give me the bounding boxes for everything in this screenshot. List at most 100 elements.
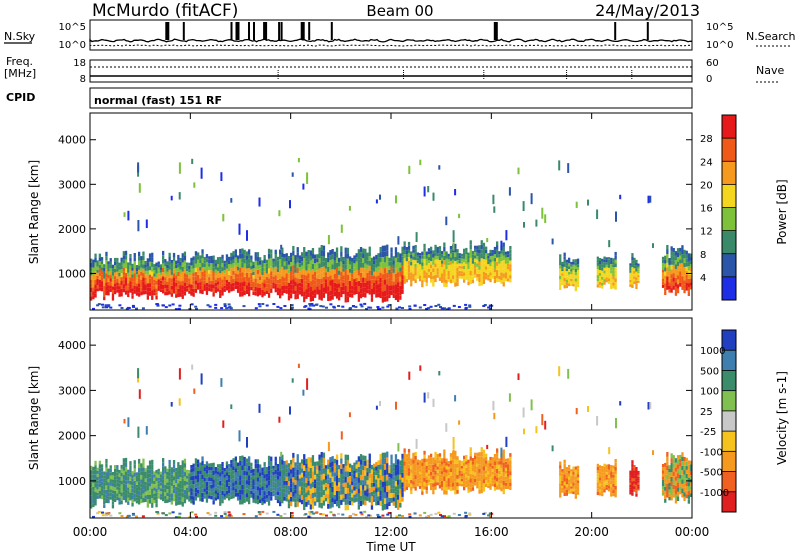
data-cell [397,485,399,490]
data-cell [662,480,664,483]
data-cell [103,268,105,272]
data-cell [215,497,217,500]
data-cell [377,258,379,262]
data-cell [412,464,414,468]
data-cell [138,252,140,256]
noise-left-tick-top: 10^5 [59,22,86,33]
data-cell [561,471,563,473]
data-cell [110,483,112,486]
data-cell [494,279,496,283]
data-cell [459,471,461,474]
data-cell [671,482,673,487]
data-cell [277,261,279,265]
data-cell [681,484,683,489]
data-cell [463,483,465,487]
data-cell [688,262,690,266]
data-cell [410,262,412,266]
data-cell [662,470,664,473]
data-cell [615,474,617,478]
near-range-cell [360,304,363,306]
data-cell [329,275,331,280]
data-cell [158,487,160,490]
data-cell [443,247,445,251]
data-cell [127,494,129,498]
data-cell [340,489,342,494]
data-cell [492,478,494,481]
data-cell [597,470,599,473]
data-cell [629,282,631,284]
data-cell [147,271,149,275]
data-cell [498,483,500,486]
data-cell [303,493,305,499]
data-cell [461,484,463,487]
data-cell [136,482,138,485]
data-cell [297,283,299,288]
data-cell [459,271,461,274]
data-cell [629,275,631,277]
data-cell [401,285,403,290]
data-cell [366,273,368,277]
data-cell [268,249,270,254]
data-cell [509,464,511,468]
data-cell [637,477,639,479]
data-cell [312,275,314,280]
data-cell [184,463,186,468]
data-cell [232,474,234,478]
data-cell [470,478,472,482]
data-cell [345,499,347,505]
data-cell [615,471,617,475]
data-cell [369,483,371,488]
data-cell [664,479,666,483]
data-cell [448,481,450,484]
data-cell [235,285,237,289]
data-cell [461,261,463,264]
data-cell [332,466,334,471]
data-cell [390,267,392,272]
data-cell [321,497,323,503]
data-cell [213,280,215,284]
data-cell [92,279,94,283]
data-cell [103,475,105,479]
data-cell [230,483,232,487]
data-cell [283,489,285,493]
data-cell [226,265,228,269]
data-cell [452,471,454,475]
data-cell [454,244,456,248]
data-cell [612,475,614,478]
near-range-cell [162,512,165,514]
data-cell [164,481,166,485]
data-cell [327,479,329,484]
data-cell [160,267,162,270]
data-cell [297,252,299,257]
data-cell [118,287,120,290]
data-cell [397,282,399,287]
data-cell [123,492,125,496]
data-cell [110,262,112,265]
data-cell [155,263,157,267]
data-cell [114,269,116,273]
data-cell [179,465,181,469]
data-cell [252,262,254,265]
data-cell [507,471,509,474]
data-cell [668,493,670,497]
data-cell [384,470,386,476]
data-cell [283,497,285,501]
data-cell [101,288,103,291]
data-cell [219,464,221,468]
data-cell [487,480,489,483]
data-cell [197,252,199,256]
data-cell [439,267,441,271]
data-cell [188,492,190,495]
data-cell [336,455,338,460]
data-cell [129,481,131,485]
data-cell [149,482,151,486]
data-cell [166,265,168,268]
data-cell [179,473,181,477]
data-cell [478,270,480,274]
data-cell [244,494,246,499]
data-cell [208,495,210,499]
data-cell [204,260,206,263]
data-cell [666,475,668,480]
data-cell [487,463,489,466]
